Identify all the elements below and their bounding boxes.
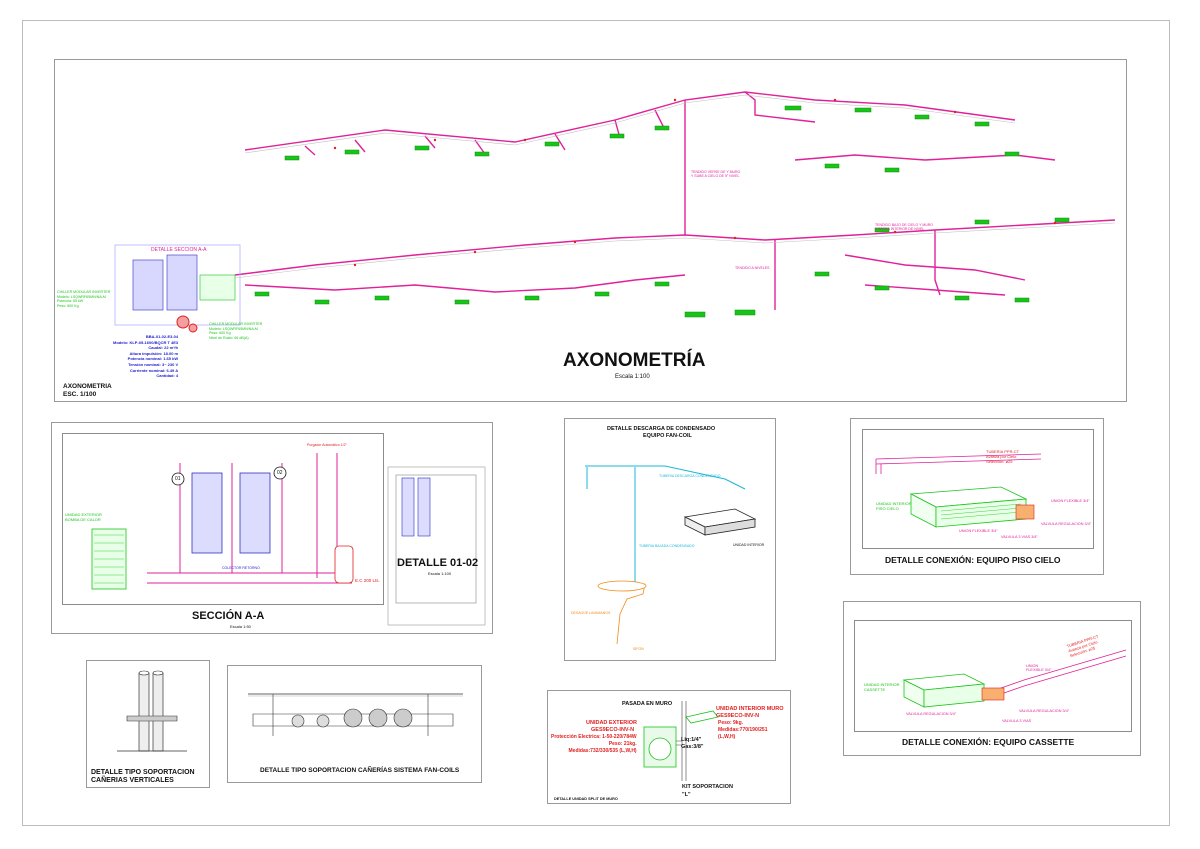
split-exterior-specs: Protección Electrica: 1-50-220/784W Peso… bbox=[551, 734, 637, 754]
condensado-trap: SIFON bbox=[633, 647, 644, 651]
condensado-note-2: TUBERIA BAJADA CONDENSADO bbox=[639, 544, 695, 548]
split-interior-model: GES9ECO-INV-N bbox=[716, 713, 760, 719]
axonometria-piping bbox=[114, 91, 1116, 333]
cassette-valvula-reg-1: VALVULA REGULACION 3/4" bbox=[906, 712, 957, 716]
soportacion-fancoil-title: DETALLE TIPO SOPORTACION CAÑERÍAS SISTEM… bbox=[260, 767, 460, 774]
split-exterior-model: GES9ECO-INV-N bbox=[591, 727, 635, 733]
right-note: TENDIDO BAJO DE CIELO Y MURO Y BAJA A IN… bbox=[875, 223, 934, 231]
piso-cielo-tuberia: TUBERIA PPR-CT Avanza por Cielo Selecció… bbox=[986, 449, 1020, 464]
cassette-title: DETALLE CONEXIÓN: EQUIPO CASSETTE bbox=[902, 737, 1075, 747]
pump-spec: BBA-01-02-E3-04 Modelo: KLP-05-1600/BQCR … bbox=[113, 334, 179, 379]
label-01: 01 bbox=[175, 476, 181, 482]
soportacion-vertical-title-2: CAÑERIAS VERTICALES bbox=[91, 777, 174, 784]
cassette-panel: TUBERIA PPR-CT Avanza por Cielo Selecció… bbox=[843, 601, 1141, 756]
axonometria-panel: DETALLE SECCION A-A TENDIDO VERSE DE Y M… bbox=[54, 59, 1127, 402]
piso-cielo-title: DETALLE CONEXIÓN: EQUIPO PISO CIELO bbox=[885, 555, 1061, 565]
purga-label: Purgador Automático 1/2" bbox=[307, 443, 347, 447]
split-interior-specs: Peso: 9kg. Medidas:770/190/251 (L,W,H) bbox=[718, 720, 768, 740]
condensado-drawing bbox=[585, 465, 757, 645]
tank-label: E.C 200 Lts. bbox=[355, 578, 380, 583]
seccion-drawing bbox=[91, 453, 486, 626]
soportacion-vertical-drawing bbox=[117, 670, 187, 752]
soportacion-fancoil-panel: DETALLE TIPO SOPORTACION CAÑERÍAS SISTEM… bbox=[227, 665, 482, 783]
condensado-note-1: TUBERIA DESCARGA CONDENSADO bbox=[659, 474, 721, 478]
split-interior-title: UNIDAD INTERIOR MURO bbox=[716, 706, 784, 712]
piso-cielo-union-2: UNION FLEXIBLE 3/4" bbox=[959, 529, 998, 533]
detail-section-label: DETALLE SECCION A-A bbox=[151, 247, 207, 253]
cassette-union: UNION FLEXIBLE 3/4" bbox=[1026, 664, 1052, 672]
condensado-title-2: EQUIPO FAN-COIL bbox=[643, 433, 692, 439]
chiller-left-spec: CHILLER MODULAR INVERTER Modelo: LSQWRF65… bbox=[57, 290, 111, 308]
piso-cielo-unidad: UNIDAD INTERIOR PISO CIELO bbox=[876, 501, 912, 511]
label-02: 02 bbox=[277, 470, 283, 476]
condensado-panel: DETALLE DESCARGA DE CONDENSADO EQUIPO FA… bbox=[564, 418, 776, 661]
piso-cielo-valvula-3: VALVULA 3 VIAS 3/4" bbox=[1001, 535, 1038, 539]
seccion-panel: 01 02 UNIDAD EXTERIOR BOMBA DE CALOR E.C… bbox=[51, 422, 493, 634]
chiller-right-spec: CHILLER MODULAR INVERTER Modelo: LSQWRF65… bbox=[209, 322, 263, 340]
split-exterior-title: UNIDAD EXTERIOR bbox=[586, 720, 638, 726]
cassette-drawing bbox=[902, 649, 1127, 708]
soportacion-vertical-title-1: DETALLE TIPO SOPORTACION bbox=[91, 769, 195, 776]
axonometria-scale: Escala 1:100 bbox=[615, 374, 650, 380]
exterior-unit-label: UNIDAD EXTERIOR BOMBA DE CALOR bbox=[65, 512, 102, 522]
split-panel: PASADA EN MURO UNIDAD EXTERIOR GES9ECO-I… bbox=[547, 690, 791, 804]
split-drawing bbox=[643, 701, 719, 781]
split-gas: Gas:3/8" bbox=[681, 744, 704, 750]
axonometria-corner-scale: ESC. 1/100 bbox=[63, 391, 97, 398]
cassette-valvula-reg-2: VALVULA REGULACION 3/4" bbox=[1019, 709, 1070, 713]
piso-cielo-drawing bbox=[875, 453, 1042, 528]
piso-cielo-valvula-reg: VALVULA REGULACION 3/4" bbox=[1041, 522, 1092, 526]
piso-cielo-union-1: UNION FLEXIBLE 3/4" bbox=[1051, 499, 1090, 503]
drawing-sheet bbox=[22, 20, 1170, 826]
condensado-drain: DESAGÜE LAVAMANOS bbox=[571, 611, 611, 615]
soportacion-fancoil-drawing bbox=[248, 693, 463, 736]
split-pasada: PASADA EN MURO bbox=[622, 701, 673, 707]
condensado-unit: UNIDAD INTERIOR bbox=[733, 543, 765, 547]
soportacion-vertical-panel: DETALLE TIPO SOPORTACION CAÑERIAS VERTIC… bbox=[86, 660, 210, 788]
cassette-valvula-3: VALVULA 3 VIAS bbox=[1002, 719, 1032, 723]
cassette-unidad: UNIDAD INTERIOR CASSETTE bbox=[864, 682, 900, 692]
detalle-0102-title: DETALLE 01-02 bbox=[397, 557, 479, 569]
detalle-0102-scale: Escala 1:100 bbox=[428, 571, 452, 576]
split-kit: KIT SOPORTACION "L" bbox=[682, 784, 733, 798]
condensado-title-1: DETALLE DESCARGA DE CONDENSADO bbox=[607, 426, 716, 432]
split-caption: DETALLE UNIDAD SPLIT DE MURO bbox=[554, 797, 618, 801]
vertical-note: TENDIDO VERSE DE Y MURO Y SUBE A CIELO D… bbox=[691, 170, 741, 178]
seccion-title: SECCIÓN A-A bbox=[192, 610, 265, 622]
axonometria-corner-label: AXONOMETRIA bbox=[63, 383, 112, 390]
seccion-scale: Escala 1:50 bbox=[230, 624, 251, 629]
split-liq: Liq:1/4" bbox=[681, 737, 702, 743]
piso-cielo-panel: TUBERIA PPR-CT Avanza por Cielo Selecció… bbox=[850, 418, 1104, 575]
colector-label: COLECTOR RETORNO bbox=[222, 566, 260, 570]
axonometria-title: AXONOMETRÍA bbox=[563, 350, 706, 371]
mid-note: TENDIDO A NIVELES bbox=[735, 266, 770, 270]
